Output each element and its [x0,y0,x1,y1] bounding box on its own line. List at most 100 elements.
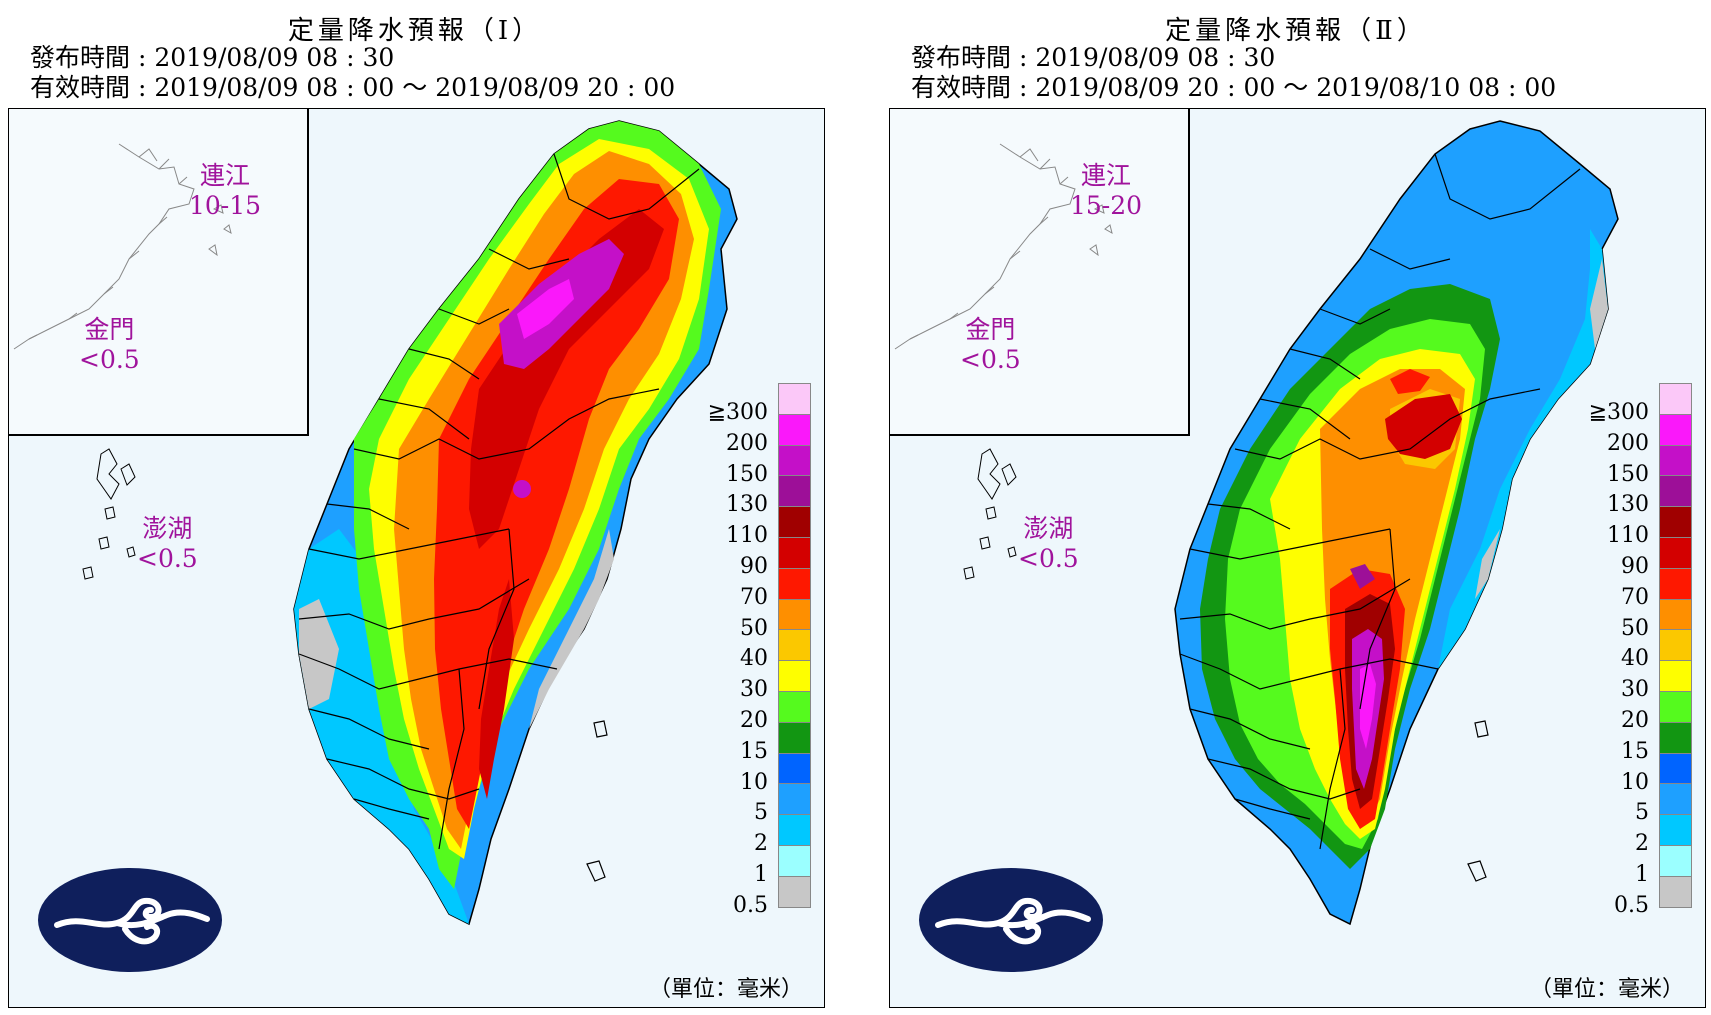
legend-tick-label: 110 [1607,523,1649,549]
forecast-panel-1: 定量降水預報（Ⅰ） 發布時間 : 2019/08/09 08 : 30 有效時間… [0,0,830,1015]
legend-tick-label: 20 [1621,708,1649,733]
legend-tick-label: 1 [754,862,768,887]
rainfall-map: 連江 10-15 金門 <0.5 澎湖 <0.5 ≧300 200 150 130 11… [8,108,825,1008]
taiwan-rainfall-map [82,120,738,926]
panel-title: 定量降水預報（Ⅰ） [287,16,543,46]
legend-tick-label: 40 [1621,646,1649,672]
legend-swatch [778,444,811,477]
legend-swatch [1659,721,1692,754]
offshore-islands-inset [9,109,309,436]
lienchiang-label: 連江 10-15 [189,161,262,220]
legend-swatch [1659,629,1692,662]
cwb-logo [38,868,222,972]
legend-swatch [778,875,811,908]
legend-swatch [778,814,811,846]
valid-time: 有效時間 : 2019/08/09 08 : 00 ～ 2019/08/09 2… [30,73,676,102]
issue-time: 發布時間 : 2019/08/09 08 : 30 [911,43,1276,72]
legend-swatch [778,413,811,446]
legend-tick-label: 150 [1607,461,1649,487]
legend-swatch [1659,475,1692,508]
lienchiang-label: 連江 15-20 [1070,161,1143,220]
legend-swatch [1659,845,1692,877]
legend-tick-label: 90 [1621,554,1649,579]
legend-swatch [1659,413,1692,446]
legend-swatch [1659,660,1692,692]
legend-tick-label: ≧300 [707,400,768,425]
cwb-logo [919,868,1103,972]
legend-tick-label: 30 [740,677,768,703]
legend-swatch [778,567,811,600]
legend-swatch [778,598,811,631]
legend-swatch [778,752,811,785]
legend-tick-label: 0.5 [1614,892,1649,918]
legend-tick-label: 15 [1621,738,1649,764]
legend-swatch [778,691,811,723]
penghu-islands [82,448,136,580]
legend: ≧300 200 150 130 110 90 70 50 40 30 20 15 10 5 2 1 0.5 [704,383,814,1007]
legend-swatch [1659,752,1692,785]
legend-swatch [1659,537,1692,569]
legend-swatch [778,660,811,692]
legend-swatch [1659,875,1692,908]
legend-tick-label: 130 [726,492,768,518]
legend-swatch [778,845,811,877]
legend-tick-label: 5 [1635,800,1649,826]
mainland-coast [894,143,1113,350]
legend-tick-label: 40 [740,646,768,672]
penghu-islands [963,448,1017,580]
legend-tick-label: 130 [1607,492,1649,518]
legend-tick-label: 10 [1621,769,1649,795]
legend-tick-label: 1 [1635,862,1649,887]
penghu-label: 澎湖 <0.5 [1018,514,1079,573]
legend-tick-label: 5 [754,800,768,826]
legend-tick-label: 15 [740,738,768,764]
legend-swatch [778,475,811,508]
legend-swatch [778,629,811,662]
legend: ≧300 200 150 130 110 90 70 50 40 30 20 15 10 5 2 1 0.5 [1585,383,1695,1007]
legend-tick-label: 30 [1621,677,1649,703]
legend-tick-label: 90 [740,554,768,579]
legend-swatch [1659,691,1692,723]
legend-tick-label: 200 [726,430,768,456]
legend-swatch [778,721,811,754]
legend-swatch [778,506,811,538]
legend-tick-label: 150 [726,461,768,487]
legend-swatch [1659,814,1692,846]
panel-title: 定量降水預報（Ⅱ） [1165,16,1427,46]
legend-tick-label: 50 [1621,615,1649,641]
legend-tick-label: 200 [1607,430,1649,456]
legend-swatch [1659,444,1692,477]
issue-time: 發布時間 : 2019/08/09 08 : 30 [30,43,395,72]
kinmen-label: 金門 <0.5 [960,315,1021,374]
offshore-islands-inset [890,109,1190,436]
legend-tick-label: 70 [740,584,768,610]
legend-tick-label: 2 [754,831,768,857]
legend-swatch [1659,567,1692,600]
forecast-panel-2: 定量降水預報（Ⅱ） 發布時間 : 2019/08/09 08 : 30 有效時間… [881,0,1711,1015]
legend-swatch [778,537,811,569]
penghu-label: 澎湖 <0.5 [137,514,198,573]
legend-tick-label: 10 [740,769,768,795]
legend-swatch [1659,506,1692,538]
unit-label: （單位：毫米） [1530,977,1685,1002]
legend-tick-label: ≧300 [1588,400,1649,425]
kinmen-label: 金門 <0.5 [79,315,140,374]
unit-label: （單位：毫米） [649,977,804,1002]
legend-tick-label: 20 [740,708,768,733]
rainfall-map: 連江 15-20 金門 <0.5 澎湖 <0.5 ≧300 200 150 130 11… [889,108,1706,1008]
legend-tick-label: 50 [740,615,768,641]
county-borders [298,153,700,850]
legend-tick-label: 0.5 [733,892,768,918]
county-borders [1179,153,1581,850]
valid-time: 有效時間 : 2019/08/09 20 : 00 ～ 2019/08/10 0… [911,73,1557,102]
legend-swatch [1659,598,1692,631]
legend-tick-label: 70 [1621,584,1649,610]
taiwan-rainfall-map [963,120,1619,926]
legend-tick-label: 110 [726,523,768,549]
legend-swatch [1659,383,1692,415]
legend-swatch [778,783,811,816]
legend-tick-label: 2 [1635,831,1649,857]
legend-swatch [1659,783,1692,816]
legend-swatch [778,383,811,415]
mainland-coast [13,143,232,350]
